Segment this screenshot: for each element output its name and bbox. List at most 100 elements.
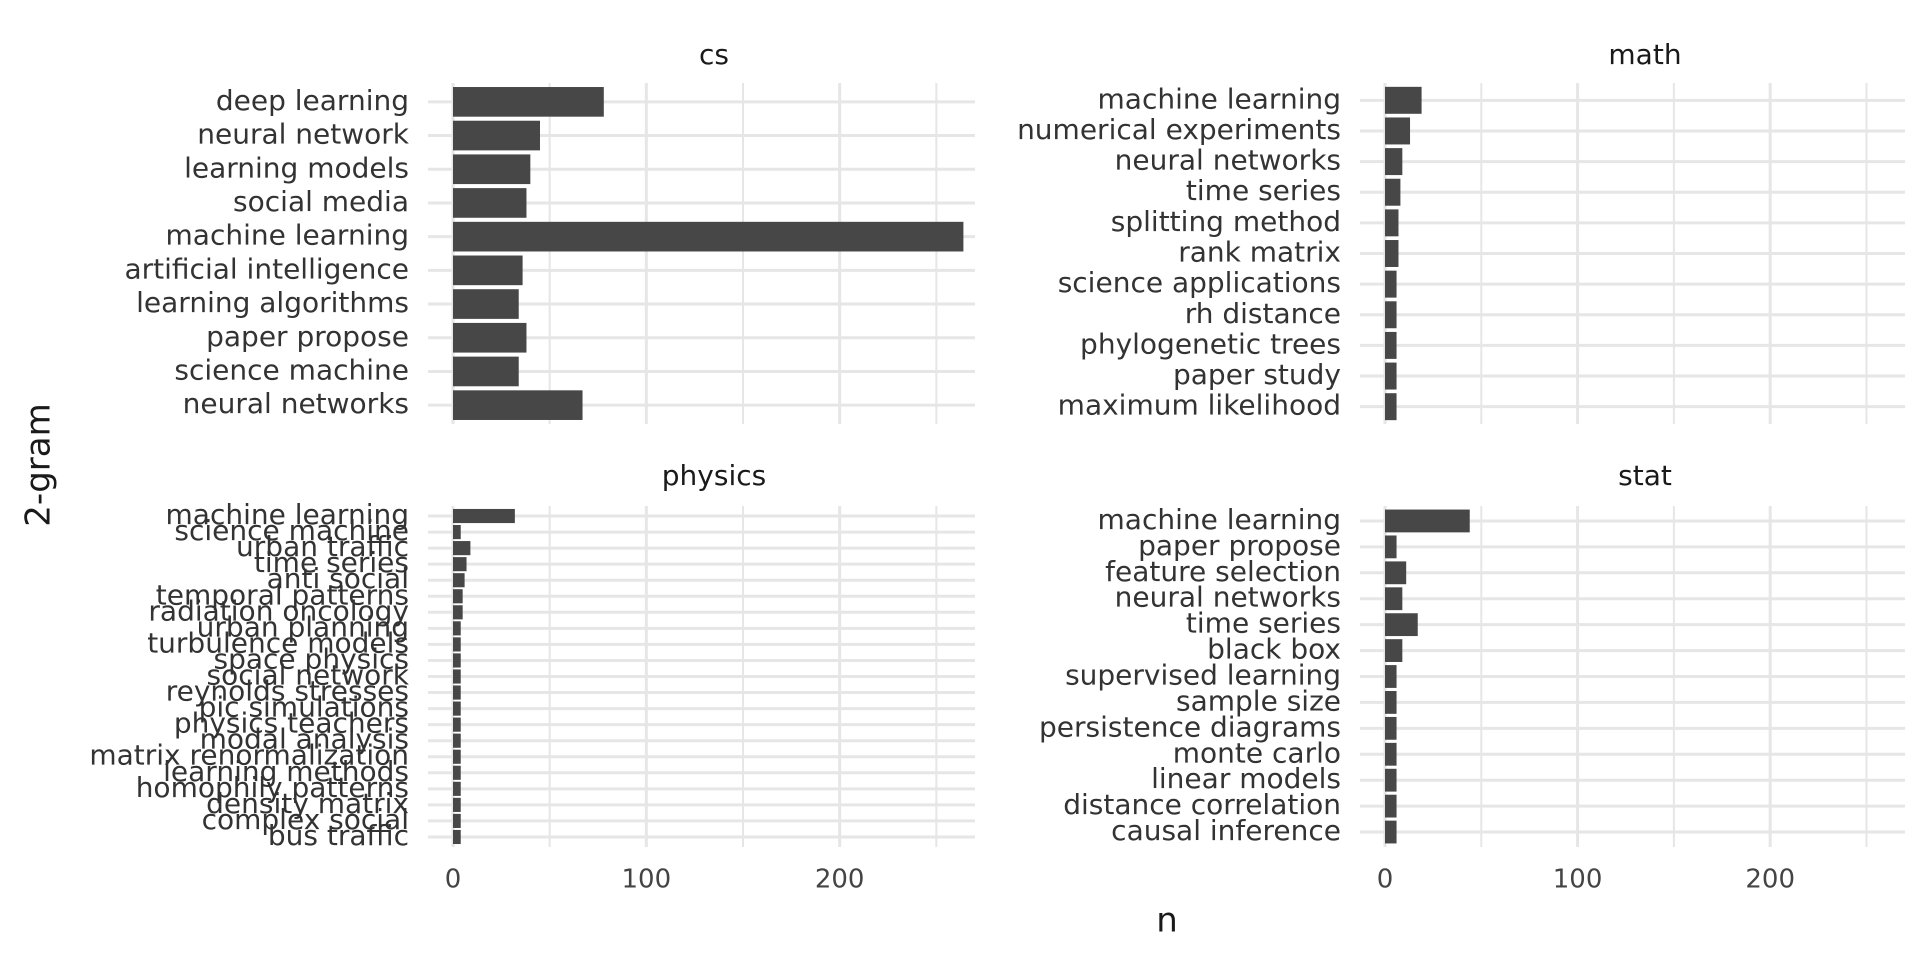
bar-time-series: [453, 557, 467, 572]
category-label: social media: [233, 185, 409, 218]
bar-bus-traffic: [453, 829, 461, 845]
category-label: urban traffic: [236, 530, 409, 563]
facet-title: cs: [699, 38, 729, 71]
category-label: monte carlo: [1173, 736, 1341, 769]
x-tick-label: 200: [815, 865, 865, 895]
bar-artificial-intelligence: [453, 255, 523, 286]
bar-science-applications: [1385, 270, 1397, 298]
category-label: paper propose: [1138, 529, 1341, 562]
bar-paper-propose: [453, 322, 527, 353]
bar-pic-simulations: [453, 701, 461, 716]
bar-paper-study: [1385, 362, 1397, 390]
category-label: complex social: [202, 803, 409, 836]
category-label: distance correlation: [1063, 788, 1341, 821]
category-label: sample size: [1176, 684, 1341, 717]
bar-urban-planning: [453, 621, 461, 636]
x-tick-label: 200: [1745, 865, 1795, 895]
bar-science-machine: [453, 356, 519, 387]
category-label: phylogenetic trees: [1080, 327, 1341, 360]
x-tick-label: 0: [1377, 865, 1394, 895]
bar-modal-analysis: [453, 733, 461, 748]
bar-sample-size: [1385, 691, 1397, 714]
bar-supervised-learning: [1385, 665, 1397, 688]
x-tick-label: 100: [622, 865, 672, 895]
bar-machine-learning: [453, 508, 515, 524]
bar-rh-distance: [1385, 301, 1397, 329]
bar-persistence-diagrams: [1385, 716, 1397, 740]
bar-turbulence-models: [453, 637, 461, 652]
category-label: turbulence models: [147, 626, 409, 659]
category-label: radiation oncology: [148, 594, 409, 627]
category-label: machine learning: [1098, 82, 1341, 115]
category-label: temporal patterns: [156, 578, 409, 611]
bar-splitting-method: [1385, 209, 1399, 237]
bar-science-machine: [453, 525, 461, 540]
bar-learning-methods: [453, 765, 461, 780]
bar-monte-carlo: [1385, 742, 1397, 766]
category-label: artificial intelligence: [124, 252, 409, 285]
bar-reynolds-stresses: [453, 685, 461, 700]
category-label: linear models: [1151, 762, 1341, 795]
bar-homophily-patterns: [453, 781, 461, 796]
category-label: causal inference: [1111, 814, 1341, 847]
bar-density-matrix: [453, 797, 461, 812]
category-label: black box: [1207, 633, 1341, 666]
bar-linear-models: [1385, 768, 1397, 792]
category-label: urban planning: [197, 610, 409, 643]
y-axis-title: 2-gram: [19, 403, 59, 526]
bar-learning-models: [453, 154, 531, 185]
bar-neural-networks: [453, 390, 583, 420]
category-label: machine learning: [166, 219, 409, 252]
x-tick-label: 100: [1553, 865, 1603, 895]
x-axis-title: n: [1156, 901, 1178, 941]
bar-rank-matrix: [1385, 240, 1399, 267]
bar-machine-learning: [1385, 86, 1422, 114]
category-label: learning methods: [163, 755, 409, 788]
category-label: neural networks: [1115, 144, 1341, 177]
category-label: machine learning: [166, 498, 409, 531]
bar-anti-social: [453, 573, 465, 588]
bar-black-box: [1385, 639, 1403, 662]
bar-urban-traffic: [453, 541, 471, 556]
category-label: anti social: [267, 562, 409, 595]
category-label: science machine: [174, 514, 409, 547]
category-label: deep learning: [216, 84, 409, 117]
category-label: physics teachers: [174, 707, 409, 740]
bar-neural-networks: [1385, 587, 1403, 611]
bar-machine-learning: [1385, 509, 1470, 533]
bar-maximum-likelihood: [1385, 393, 1397, 421]
bar-space-physics: [453, 653, 461, 668]
category-label: homophily patterns: [136, 771, 409, 804]
category-label: neural networks: [183, 387, 409, 420]
category-label: science applications: [1058, 266, 1341, 299]
category-label: learning models: [184, 151, 409, 184]
facet-title: stat: [1618, 459, 1672, 492]
bar-matrix-renormalization: [453, 749, 461, 764]
category-label: numerical experiments: [1017, 113, 1341, 146]
category-label: reynolds stresses: [166, 675, 409, 708]
category-label: learning algorithms: [136, 286, 409, 319]
category-label: splitting method: [1111, 205, 1341, 238]
x-tick-label: 0: [445, 865, 462, 895]
bar-learning-algorithms: [453, 289, 519, 319]
category-label: paper propose: [206, 320, 409, 353]
bar-paper-propose: [1385, 535, 1397, 559]
category-label: space physics: [214, 642, 409, 675]
bar-time-series: [1385, 178, 1401, 206]
bar-machine-learning: [453, 221, 964, 252]
facet-title: physics: [662, 459, 766, 492]
bar-neural-network: [453, 120, 540, 151]
category-label: time series: [1186, 174, 1341, 207]
category-label: density matrix: [206, 787, 409, 820]
bar-time-series: [1385, 613, 1418, 637]
facet-title: math: [1608, 38, 1681, 71]
category-label: neural networks: [1115, 581, 1341, 614]
bar-radiation-oncology: [453, 605, 463, 620]
category-label: modal analysis: [200, 723, 409, 756]
category-label: rank matrix: [1178, 236, 1341, 269]
bar-causal-inference: [1385, 820, 1397, 844]
category-label: pic simulations: [199, 691, 409, 724]
